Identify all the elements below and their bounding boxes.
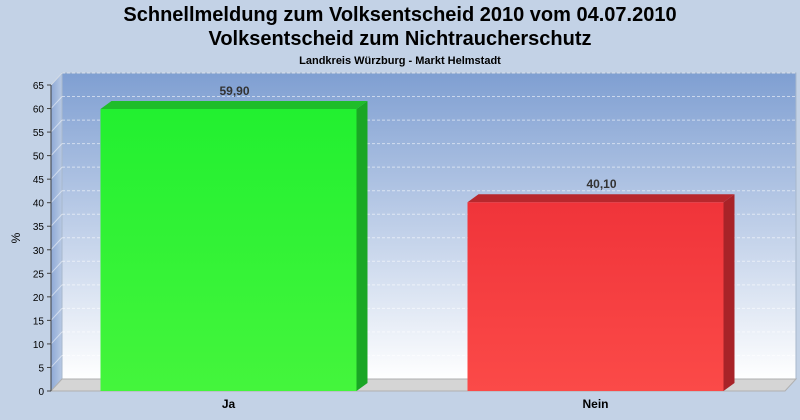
y-tick-label: 35 [33,222,45,233]
grid-line-side [50,96,63,109]
chart-title: Schnellmeldung zum Volksentscheid 2010 v… [123,4,677,26]
y-tick-label: 20 [33,293,45,304]
grid-line-side [50,213,63,227]
plot-area: 0 5 10 15 20 25 30 35 40 45 50 55 60 65% 59,90 Ja 40,10 N… [9,71,798,411]
bar-side-nein [723,194,735,391]
grid-line-side [50,260,63,274]
y-tick-label: 40 [33,199,45,210]
y-tick-label: 60 [33,105,45,116]
value-label-nein: 40,10 [586,177,616,191]
y-tick-label: 65 [33,81,45,92]
y-tick-label: 50 [33,152,45,163]
value-label-ja: 59,90 [219,84,249,98]
y-axis-label: % [9,232,23,243]
chart-region: Landkreis Würzburg - Markt Helmstadt [299,55,501,67]
bar-nein [467,202,724,391]
grid-line-side [50,190,63,204]
grid-line-side [50,308,63,321]
grid-line-side [50,284,63,298]
left-wall [50,71,63,393]
y-tick-label: 25 [33,269,45,280]
x-tick-label-nein: Nein [582,397,608,411]
y-tick-label: 30 [33,246,45,257]
bar-top-nein [467,194,735,203]
y-tick-label: 0 [38,387,44,398]
bar-ja [100,109,357,392]
grid-line-side [50,72,63,86]
chart-titles: Schnellmeldung zum Volksentscheid 2010 v… [0,0,800,69]
grid-line-side [50,119,63,133]
grid-line-side [50,331,63,345]
y-tick-label: 5 [38,363,44,374]
grid-line-side [50,166,63,180]
x-tick-label-ja: Ja [222,397,236,411]
grid-line-side [50,237,63,251]
grid-line-side [50,355,63,368]
y-tick-label: 10 [33,340,45,351]
bar-top-ja [100,101,368,110]
y-tick-label: 45 [33,175,45,186]
y-tick-label: 15 [33,316,45,327]
chart-subtitle: Volksentscheid zum Nichtraucherschutz [208,28,592,50]
bar-side-ja [356,101,368,392]
y-tick-label: 55 [33,128,45,139]
grid-line-side [50,143,63,156]
